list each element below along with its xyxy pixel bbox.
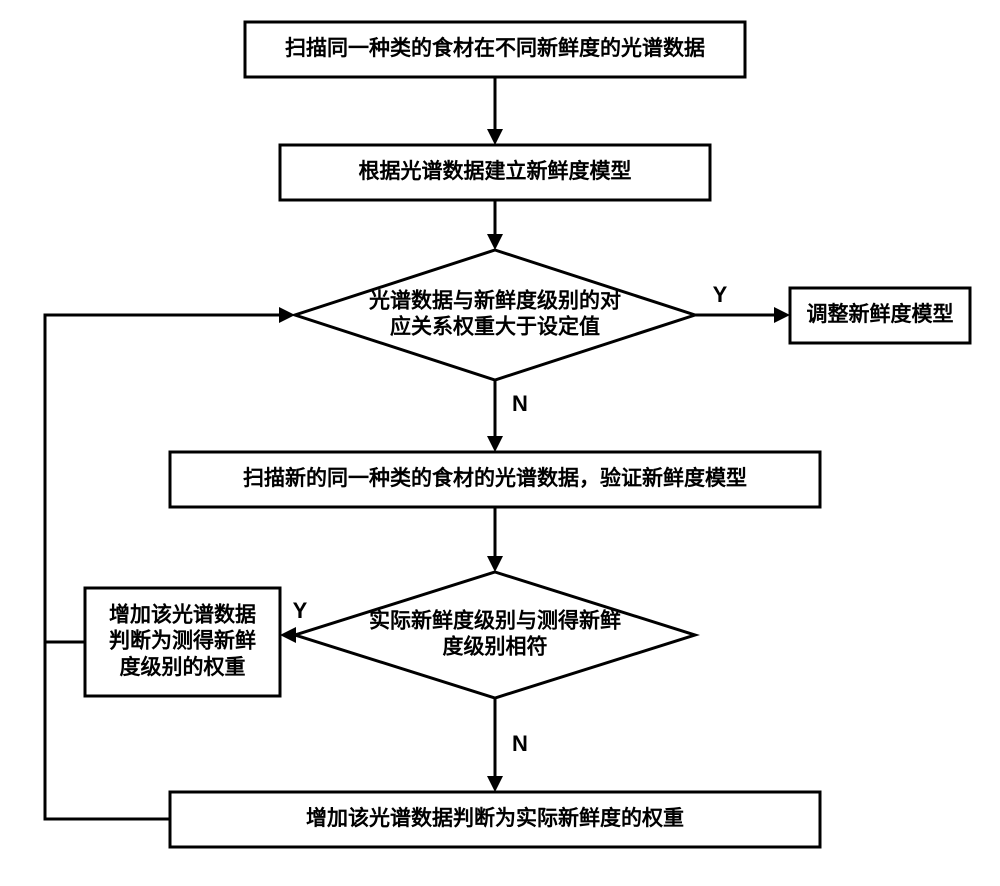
node-n5_left-line1: 判断为测得新鲜	[109, 629, 256, 653]
node-d1-line1: 应关系权重大于设定值	[390, 315, 600, 339]
node-n3_adjust: 调整新鲜度模型	[790, 288, 970, 343]
edge-label-e6: Y	[293, 598, 308, 623]
node-d2: 实际新鲜度级别与测得新鲜度级别相符	[295, 572, 695, 698]
node-n2-line0: 根据光谱数据建立新鲜度模型	[359, 159, 632, 183]
edge-label-e3: Y	[713, 282, 728, 307]
node-n1: 扫描同一种类的食材在不同新鲜度的光谱数据	[245, 22, 745, 77]
node-n5_left: 增加该光谱数据判断为测得新鲜度级别的权重	[85, 588, 280, 696]
edge-label-e4: N	[512, 391, 528, 416]
node-n3_adjust-line0: 调整新鲜度模型	[807, 302, 954, 326]
node-n4-line0: 扫描新的同一种类的食材的光谱数据，验证新鲜度模型	[243, 466, 747, 490]
node-n6: 增加该光谱数据判断为实际新鲜度的权重	[170, 792, 820, 847]
node-d1: 光谱数据与新鲜度级别的对应关系权重大于设定值	[295, 250, 695, 380]
node-n5_left-line2: 度级别的权重	[120, 655, 246, 679]
node-d1-line0: 光谱数据与新鲜度级别的对	[368, 288, 621, 312]
edge-label-e7: N	[512, 731, 528, 756]
node-n4: 扫描新的同一种类的食材的光谱数据，验证新鲜度模型	[170, 452, 820, 507]
node-n5_left-line0: 增加该光谱数据	[109, 602, 256, 626]
node-n2: 根据光谱数据建立新鲜度模型	[280, 145, 710, 200]
node-d2-line1: 度级别相符	[443, 635, 548, 659]
node-n1-line0: 扫描同一种类的食材在不同新鲜度的光谱数据	[285, 36, 705, 60]
node-n6-line0: 增加该光谱数据判断为实际新鲜度的权重	[306, 806, 684, 830]
node-d2-line0: 实际新鲜度级别与测得新鲜	[369, 608, 621, 632]
